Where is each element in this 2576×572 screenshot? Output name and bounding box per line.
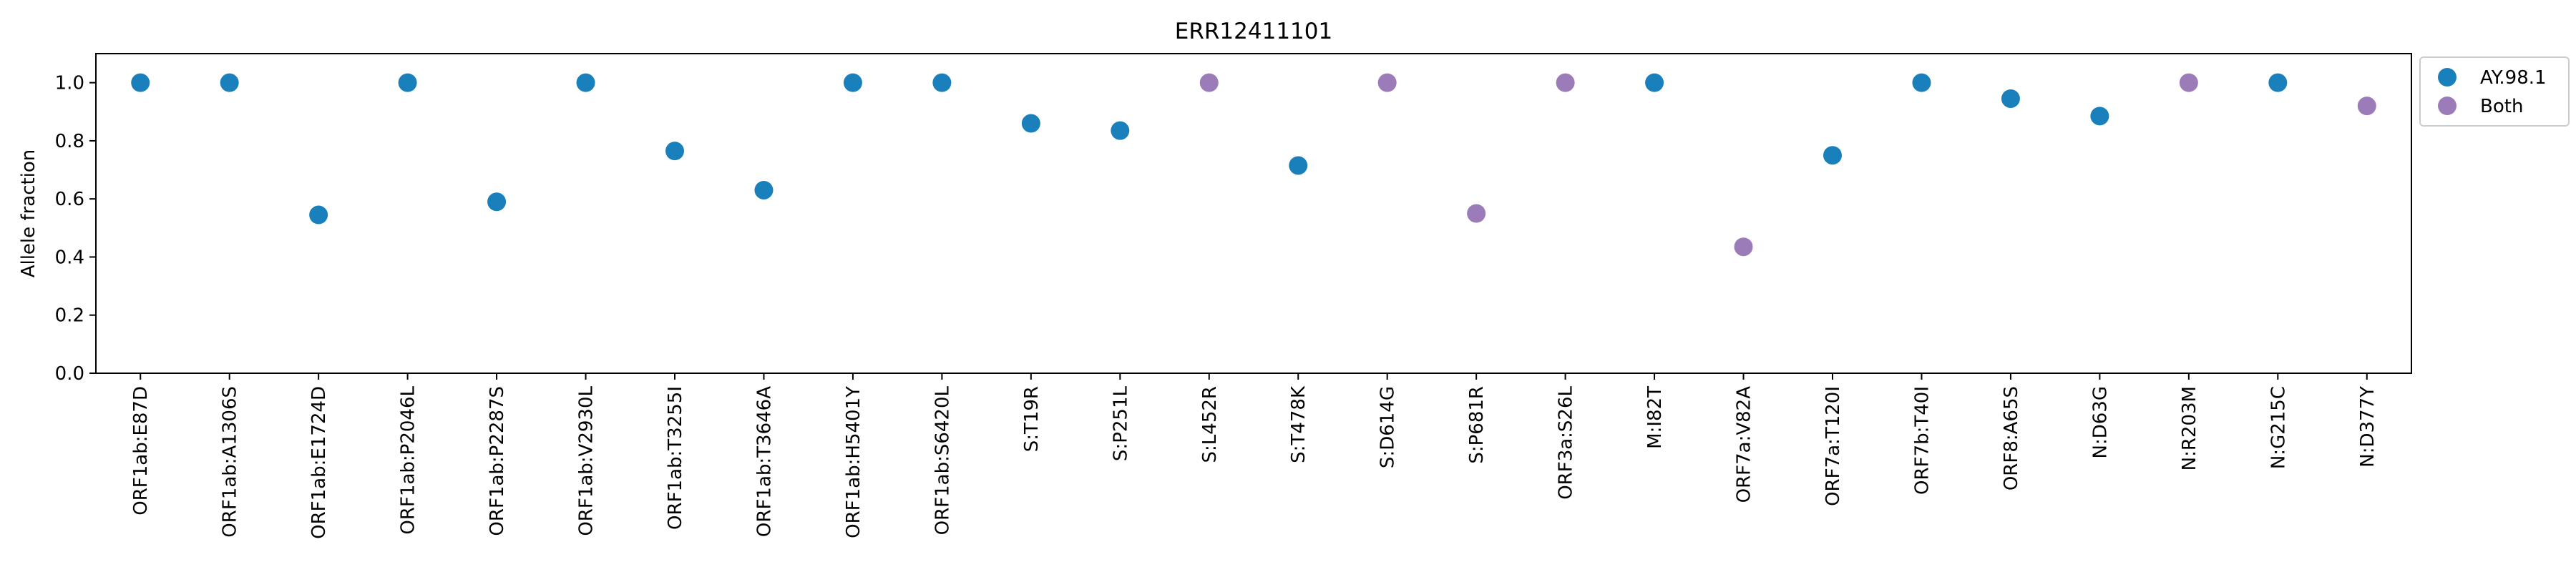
data-points (131, 73, 2376, 257)
x-tick-label: N:G215C (2268, 386, 2289, 469)
data-point (131, 73, 150, 92)
legend-label: AY.98.1 (2480, 67, 2547, 89)
legend-marker (2438, 97, 2457, 115)
y-tick-label: 0.6 (55, 189, 84, 210)
x-tick-label: ORF3a:S26L (1556, 385, 1577, 499)
x-tick-label: ORF1ab:E1724D (308, 386, 330, 539)
data-point (1199, 73, 1219, 92)
data-point (1645, 73, 1664, 92)
x-tick-label: S:L452R (1199, 386, 1221, 463)
x-tick-label: S:D614G (1377, 386, 1399, 468)
x-tick-label: ORF1ab:S6420L (932, 385, 953, 535)
data-point (2179, 73, 2198, 92)
legend-label: Both (2480, 96, 2523, 117)
data-point (487, 192, 507, 212)
y-axis: 0.0 0.2 0.4 0.6 0.8 1.0 (55, 73, 96, 385)
data-point (1021, 114, 1040, 133)
data-point (1111, 121, 1130, 140)
x-tick-label: ORF1ab:T3255I (665, 386, 686, 530)
data-point (1912, 73, 1931, 92)
x-tick-label: ORF8:A65S (2001, 386, 2022, 490)
y-tick-label: 0.0 (55, 363, 84, 385)
data-point (754, 180, 774, 199)
x-tick-label: ORF1ab:E87D (130, 386, 152, 516)
data-point (309, 205, 328, 225)
x-tick-label: ORF7a:T120I (1823, 386, 1844, 506)
x-tick-label: S:P251L (1110, 385, 1131, 461)
y-tick-label: 0.8 (55, 131, 84, 152)
data-point (1734, 237, 1753, 257)
x-tick-label: S:T478K (1288, 385, 1309, 463)
x-tick-label: ORF1ab:H5401Y (843, 386, 864, 538)
data-point (2268, 73, 2288, 92)
chart-title: ERR12411101 (1175, 19, 1332, 44)
data-point (1556, 73, 1575, 92)
x-axis: ORF1ab:E87D ORF1ab:A1306S ORF1ab:E1724D ORF… (130, 373, 2379, 539)
data-point (2357, 97, 2376, 116)
y-tick-label: 0.2 (55, 305, 84, 327)
plot-frame (95, 53, 2412, 374)
x-tick-label: ORF7a:V82A (1734, 386, 1755, 503)
y-tick-label: 0.4 (55, 247, 84, 268)
x-tick-label: ORF1ab:P2046L (398, 385, 419, 534)
x-tick-label: ORF1ab:T3646A (753, 386, 775, 537)
data-point (1823, 146, 1842, 165)
data-point (220, 73, 239, 92)
x-tick-label: S:P681R (1466, 386, 1488, 464)
y-axis-title: Allele fraction (18, 149, 39, 278)
x-tick-label: ORF1ab:P2287S (487, 386, 508, 536)
legend: AY.98.1 Both (2419, 56, 2570, 127)
y-tick-label: 1.0 (55, 73, 84, 94)
data-point (1467, 204, 1486, 223)
data-point (932, 73, 952, 92)
data-point (576, 73, 595, 92)
data-point (2001, 89, 2020, 108)
data-point (2090, 107, 2109, 126)
legend-box (2419, 56, 2570, 127)
x-tick-label: M:I82T (1644, 386, 1666, 449)
x-tick-label: S:T19R (1021, 386, 1043, 452)
x-tick-label: ORF1ab:A1306S (220, 386, 241, 538)
x-tick-label: N:D377Y (2357, 386, 2379, 468)
x-tick-label: ORF1ab:V2930L (576, 385, 597, 536)
data-point (1289, 156, 1308, 175)
data-point (1377, 73, 1397, 92)
data-point (843, 73, 862, 92)
legend-marker (2438, 68, 2457, 87)
x-tick-label: N:D63G (2089, 386, 2111, 458)
x-tick-label: N:R203M (2179, 386, 2200, 470)
data-point (398, 73, 417, 92)
x-tick-label: ORF7b:T40I (1911, 386, 1933, 495)
data-point (665, 142, 684, 161)
